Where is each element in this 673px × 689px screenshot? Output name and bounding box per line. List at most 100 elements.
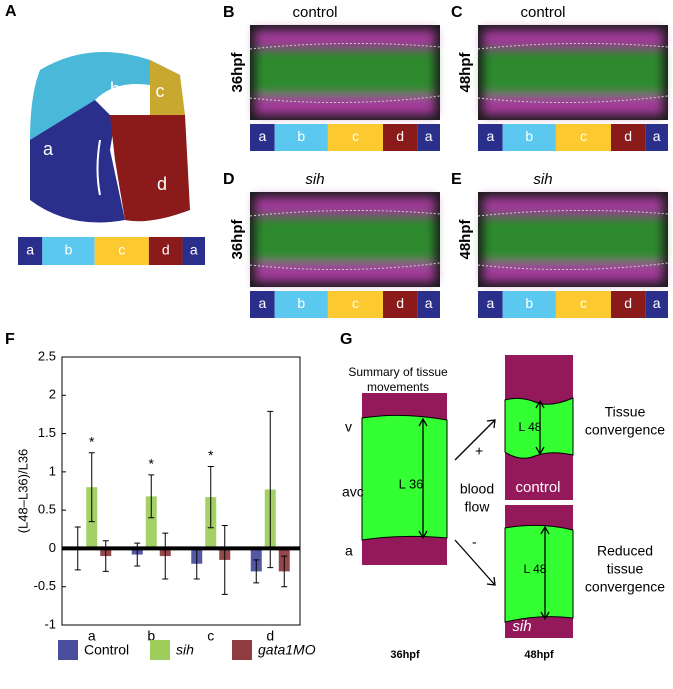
x-tick-label: d bbox=[266, 628, 274, 644]
strip-cell bbox=[18, 237, 43, 265]
strip-cell bbox=[250, 124, 275, 151]
strip-label: a bbox=[425, 295, 433, 311]
strip-label: d bbox=[396, 295, 404, 311]
x-tick-label: a bbox=[88, 628, 96, 644]
strip-label: c bbox=[352, 295, 359, 311]
y-tick-label: 1.5 bbox=[38, 425, 56, 440]
strip-label: a bbox=[486, 128, 494, 144]
strip-label: a bbox=[653, 128, 661, 144]
image-title: control bbox=[292, 4, 337, 21]
micrograph bbox=[249, 192, 441, 287]
magenta-signal bbox=[255, 197, 435, 215]
strip-label: a bbox=[486, 295, 494, 311]
magenta-signal bbox=[483, 30, 663, 48]
image-title: control bbox=[520, 4, 565, 21]
legend-label: sih bbox=[176, 642, 194, 658]
panel-label: D bbox=[223, 171, 235, 188]
region-label: a bbox=[43, 139, 54, 159]
region-label: c bbox=[156, 81, 165, 101]
region-label: b bbox=[110, 79, 120, 99]
strip-cell bbox=[327, 124, 383, 151]
sign: + bbox=[475, 443, 483, 459]
strip-cell bbox=[555, 124, 611, 151]
panel-label: A bbox=[5, 3, 17, 20]
x-tick-label: c bbox=[207, 628, 214, 644]
strip-label: c bbox=[118, 242, 125, 258]
significance: * bbox=[89, 433, 95, 449]
magenta-signal bbox=[255, 262, 435, 282]
strip-label: a bbox=[258, 295, 266, 311]
condition-label: sih bbox=[512, 618, 531, 635]
strip-label: b bbox=[297, 295, 305, 311]
significance: * bbox=[149, 456, 155, 472]
green-signal bbox=[255, 217, 435, 262]
error-bar bbox=[162, 532, 169, 580]
x-tick-label: b bbox=[147, 628, 155, 644]
error-bar bbox=[267, 410, 274, 569]
panel-g-diagram bbox=[361, 355, 574, 638]
image-title: sih bbox=[305, 171, 324, 188]
green-signal bbox=[483, 217, 663, 262]
significance: * bbox=[208, 447, 214, 463]
legend-swatch bbox=[232, 640, 252, 660]
caption: Reduced bbox=[597, 543, 653, 559]
legend-label: Control bbox=[84, 642, 129, 658]
strip-label: b bbox=[297, 128, 305, 144]
panel-label: E bbox=[451, 171, 462, 188]
micrograph-signal bbox=[255, 30, 435, 115]
y-axis-label: (L48–L36)/L36 bbox=[15, 449, 30, 534]
strip-label: c bbox=[580, 128, 587, 144]
micrograph bbox=[249, 25, 441, 120]
y-tick-label: 1 bbox=[49, 463, 56, 478]
panel-label: C bbox=[451, 4, 463, 21]
panel-label: F bbox=[5, 331, 15, 348]
strip-cell bbox=[182, 237, 205, 265]
error-bar bbox=[148, 474, 155, 519]
stage-label: 48hpf bbox=[457, 218, 474, 259]
y-tick-label: 2 bbox=[49, 387, 56, 402]
strip-cell bbox=[327, 291, 383, 318]
magenta-signal bbox=[255, 30, 435, 48]
strip-cell bbox=[611, 291, 646, 318]
micrograph bbox=[477, 192, 669, 287]
strip-cell bbox=[94, 237, 149, 265]
plot-frame bbox=[61, 356, 301, 626]
error-bar bbox=[221, 524, 228, 595]
strip-cell bbox=[274, 124, 328, 151]
region-label: d bbox=[157, 174, 167, 194]
green-signal bbox=[255, 50, 435, 95]
micrograph-signal bbox=[483, 30, 663, 115]
strip-cell bbox=[417, 124, 440, 151]
legend-swatch bbox=[150, 640, 170, 660]
error-bar bbox=[88, 452, 95, 523]
region-label: v bbox=[345, 419, 352, 435]
y-tick-label: -1 bbox=[44, 616, 56, 631]
heart-illustration bbox=[30, 52, 190, 223]
y-tick-label: 2.5 bbox=[38, 348, 56, 363]
caption: Tissue bbox=[605, 404, 646, 420]
stage-label: 36hpf bbox=[229, 51, 246, 92]
y-tick-label: 0.5 bbox=[38, 502, 56, 517]
strip-label: c bbox=[580, 295, 587, 311]
summary-text: Summary of tissue bbox=[348, 365, 448, 379]
micrograph bbox=[477, 25, 669, 120]
strip-label: a bbox=[26, 242, 34, 258]
caption: convergence bbox=[585, 422, 665, 438]
legend-swatch bbox=[58, 640, 78, 660]
strip-cell bbox=[42, 237, 95, 265]
strip-cell bbox=[417, 291, 440, 318]
strip-cell bbox=[611, 124, 646, 151]
summary-text: movements bbox=[367, 380, 429, 394]
length-label: L 48 bbox=[519, 420, 542, 434]
strip-label: c bbox=[352, 128, 359, 144]
strip-label: a bbox=[190, 242, 198, 258]
micrograph-signal bbox=[483, 197, 663, 282]
micrograph-signal bbox=[255, 197, 435, 282]
strip-cell bbox=[645, 291, 668, 318]
panel-label: G bbox=[340, 331, 352, 348]
length-label: L 48 bbox=[524, 562, 547, 576]
magenta-signal bbox=[483, 262, 663, 282]
stage-label: 48hpf bbox=[457, 51, 474, 92]
magenta-signal bbox=[483, 197, 663, 215]
